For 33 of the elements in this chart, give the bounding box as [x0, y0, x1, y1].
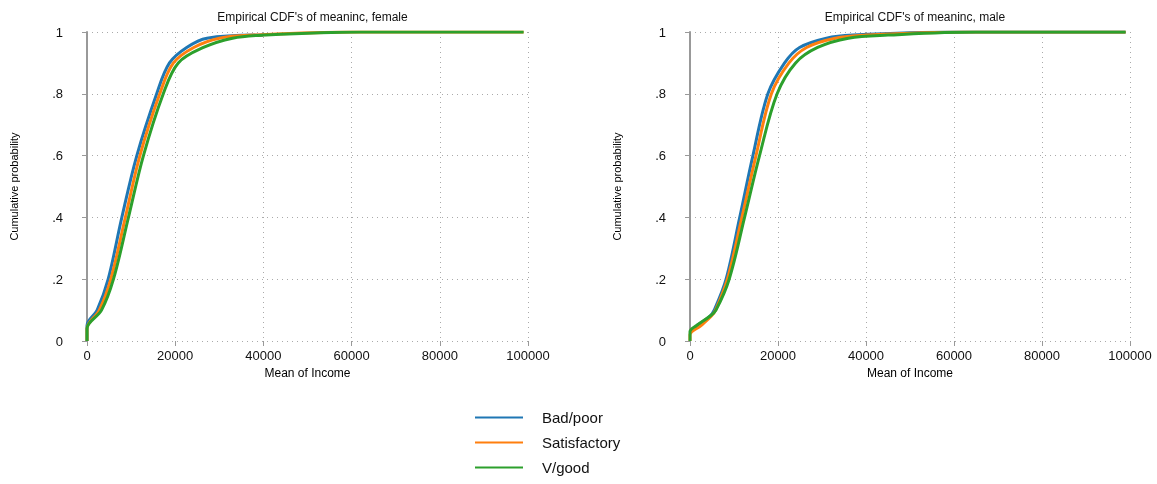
chart-title: Empirical CDF's of meaninc, female [217, 10, 408, 24]
legend-label: V/good [542, 459, 590, 476]
y-axis-title: Cumulative probability [7, 131, 20, 241]
y-axis-title: Cumulative probability [610, 131, 623, 241]
x-tick-label: 60000 [333, 348, 370, 363]
legend-label: Bad/poor [542, 409, 603, 426]
x-tick-label: 100000 [1108, 348, 1152, 363]
y-tick-label: .2 [655, 271, 666, 287]
y-tick-label: 0 [55, 333, 63, 349]
y-tick-label: 1 [658, 24, 666, 40]
x-tick-label: 80000 [421, 348, 458, 363]
y-tick-label: .8 [655, 86, 666, 102]
y-tick-label: .2 [52, 271, 63, 287]
y-tick-label: .6 [52, 148, 63, 164]
legend-label: Satisfactory [542, 434, 621, 451]
chart-title: Empirical CDF's of meaninc, male [824, 10, 1006, 24]
y-tick-label: .4 [52, 209, 63, 225]
x-axis-title: Mean of Income [866, 365, 954, 380]
x-tick-label: 60000 [935, 348, 973, 363]
y-tick-label: .6 [655, 148, 666, 164]
x-tick-label: 20000 [157, 348, 194, 363]
x-tick-label: 40000 [847, 348, 885, 363]
x-tick-label: 0 [686, 348, 694, 363]
y-tick-label: 1 [55, 24, 63, 40]
x-tick-label: 0 [83, 348, 91, 363]
y-tick-label: .8 [52, 86, 63, 102]
y-tick-label: .4 [655, 209, 666, 225]
x-tick-label: 40000 [245, 348, 282, 363]
x-tick-label: 100000 [506, 348, 550, 363]
y-tick-label: 0 [658, 333, 666, 349]
x-tick-label: 80000 [1023, 348, 1061, 363]
x-axis-title: Mean of Income [264, 365, 351, 380]
x-tick-label: 20000 [759, 348, 797, 363]
